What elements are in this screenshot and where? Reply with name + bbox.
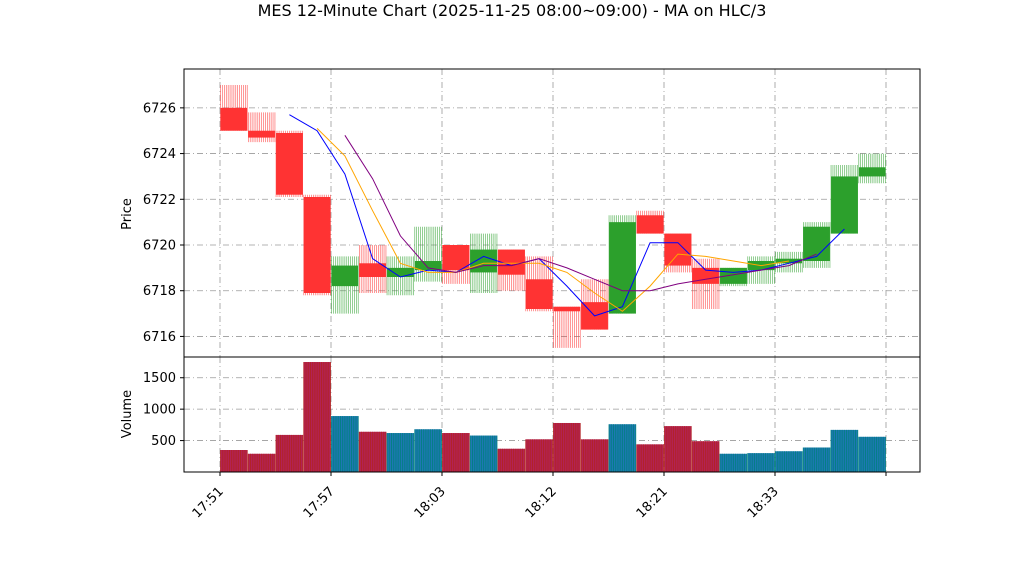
price-tick-label: 6716 bbox=[143, 330, 176, 345]
candle bbox=[275, 130, 303, 197]
volume-y-axis: 500 1000 1500 bbox=[143, 371, 184, 449]
volume-bar bbox=[802, 447, 831, 472]
candle bbox=[359, 245, 387, 293]
candle bbox=[858, 153, 886, 184]
candle bbox=[581, 279, 609, 330]
volume-axis-label: Volume bbox=[120, 390, 135, 438]
x-tick-label: 18:21 bbox=[634, 484, 671, 521]
candle-body bbox=[692, 267, 719, 284]
volume-bar bbox=[580, 439, 609, 472]
candle-body bbox=[276, 133, 303, 195]
price-candles bbox=[220, 85, 886, 348]
x-axis: 17:51 17:57 18:03 18:12 18:21 18:33 bbox=[190, 472, 887, 521]
price-y-axis: 6716 6718 6720 6722 6724 6726 bbox=[143, 101, 184, 345]
price-panel-frame bbox=[183, 68, 921, 358]
volume-bar bbox=[858, 436, 886, 472]
candle bbox=[664, 233, 692, 273]
candle-body bbox=[248, 130, 275, 138]
candle-body bbox=[470, 249, 497, 273]
volume-bar bbox=[358, 431, 387, 472]
price-grid bbox=[184, 69, 920, 357]
candle-body bbox=[359, 263, 386, 277]
volume-panel-frame bbox=[183, 356, 921, 473]
price-tick-label: 6724 bbox=[143, 147, 176, 162]
candle bbox=[497, 249, 525, 291]
volume-bar bbox=[636, 444, 664, 472]
candle bbox=[220, 85, 248, 131]
volume-bar bbox=[331, 416, 359, 472]
volume-bar bbox=[247, 453, 276, 472]
candle bbox=[830, 165, 858, 234]
candle bbox=[525, 256, 553, 312]
candle-body bbox=[858, 167, 886, 177]
candle bbox=[803, 222, 831, 268]
volume-bar bbox=[469, 435, 498, 472]
volume-bar bbox=[691, 441, 720, 472]
volume-bar bbox=[414, 429, 442, 472]
volume-bar bbox=[525, 439, 553, 472]
moving-average-lines bbox=[289, 114, 845, 317]
candle bbox=[331, 256, 359, 314]
candle-body bbox=[553, 306, 581, 312]
volume-bar bbox=[747, 453, 775, 472]
x-tick-label: 18:03 bbox=[412, 484, 449, 521]
volume-bar bbox=[497, 448, 526, 472]
moving-average-line bbox=[316, 128, 789, 312]
price-tick-label: 6720 bbox=[143, 239, 176, 254]
moving-average-line bbox=[344, 135, 817, 292]
moving-average-line bbox=[289, 114, 845, 317]
candle bbox=[719, 267, 747, 287]
candle bbox=[303, 194, 331, 296]
candle-body bbox=[331, 265, 359, 287]
volume-bars bbox=[220, 362, 886, 472]
volume-bar bbox=[608, 424, 637, 472]
price-axis-label: Price bbox=[120, 198, 135, 230]
x-tick-label: 17:57 bbox=[301, 484, 338, 521]
candle-body bbox=[414, 261, 442, 271]
candle bbox=[414, 226, 442, 282]
volume-bar bbox=[664, 426, 692, 472]
chart-title: MES 12-Minute Chart (2025-11-25 08:00~09… bbox=[258, 1, 767, 20]
candle-body bbox=[803, 226, 830, 261]
volume-bar bbox=[553, 422, 581, 472]
candle-body bbox=[220, 107, 248, 131]
candle-body bbox=[442, 245, 470, 271]
volume-bar bbox=[303, 362, 331, 472]
candle bbox=[608, 215, 636, 314]
candle bbox=[553, 306, 581, 348]
volume-bar bbox=[830, 429, 859, 472]
volume-tick-label: 500 bbox=[151, 434, 176, 449]
candle-body bbox=[664, 233, 692, 266]
volume-bar bbox=[386, 433, 415, 472]
price-tick-label: 6718 bbox=[143, 284, 176, 299]
volume-tick-label: 1500 bbox=[143, 371, 176, 386]
volume-bar bbox=[220, 450, 248, 472]
candle bbox=[636, 210, 664, 234]
candle bbox=[692, 258, 720, 309]
price-tick-label: 6726 bbox=[143, 101, 176, 116]
volume-bar bbox=[275, 434, 304, 472]
price-tick-label: 6722 bbox=[143, 193, 176, 208]
x-tick-label: 18:12 bbox=[523, 484, 560, 521]
volume-bar bbox=[442, 433, 470, 472]
candle-body bbox=[387, 267, 414, 277]
candle-body bbox=[303, 197, 331, 293]
x-tick-label: 18:33 bbox=[745, 484, 782, 521]
candle-body bbox=[525, 279, 553, 309]
candle bbox=[442, 245, 470, 284]
candle-body bbox=[609, 222, 636, 314]
volume-bar bbox=[719, 453, 748, 472]
volume-bar bbox=[775, 451, 803, 472]
x-tick-label: 17:51 bbox=[190, 484, 227, 521]
candle-body bbox=[831, 176, 858, 234]
candle bbox=[248, 112, 276, 143]
volume-tick-label: 1000 bbox=[143, 403, 176, 418]
candle-body bbox=[636, 215, 664, 234]
